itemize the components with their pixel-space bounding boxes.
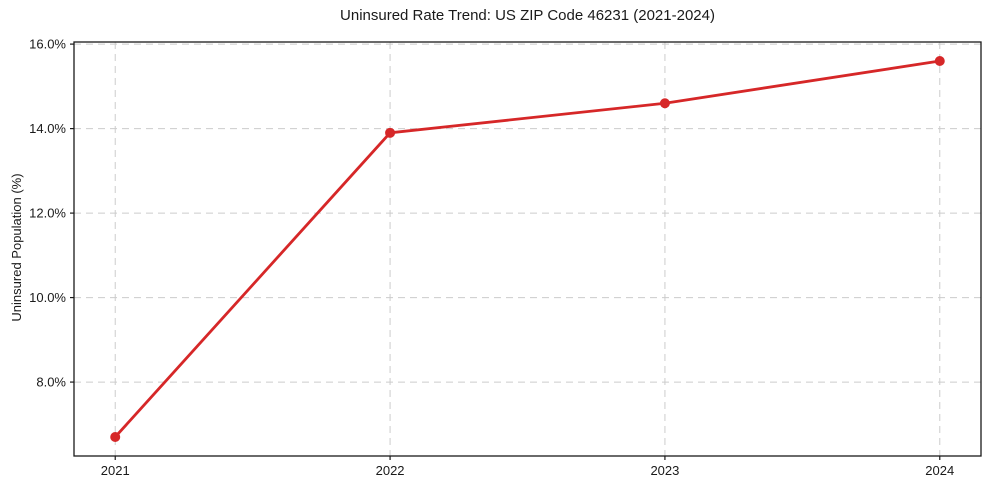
data-point-2022	[385, 127, 396, 138]
y-tick-label: 10.0%	[29, 290, 66, 305]
y-tick-label: 8.0%	[36, 375, 66, 390]
data-point-2023	[659, 98, 670, 109]
trend-line	[113, 59, 942, 439]
data-point-2021	[110, 431, 121, 442]
x-tick-label: 2023	[650, 463, 679, 478]
axis-frame	[73, 41, 982, 457]
x-tick-label: 2024	[925, 463, 954, 478]
data-point-2024	[934, 56, 945, 67]
y-tick-label: 12.0%	[29, 206, 66, 221]
y-tick-label: 14.0%	[29, 121, 66, 136]
y-tick-label: 16.0%	[29, 37, 66, 52]
x-tick-label: 2022	[376, 463, 405, 478]
x-tick-label: 2021	[101, 463, 130, 478]
chart-title: Uninsured Rate Trend: US ZIP Code 46231 …	[340, 7, 715, 24]
